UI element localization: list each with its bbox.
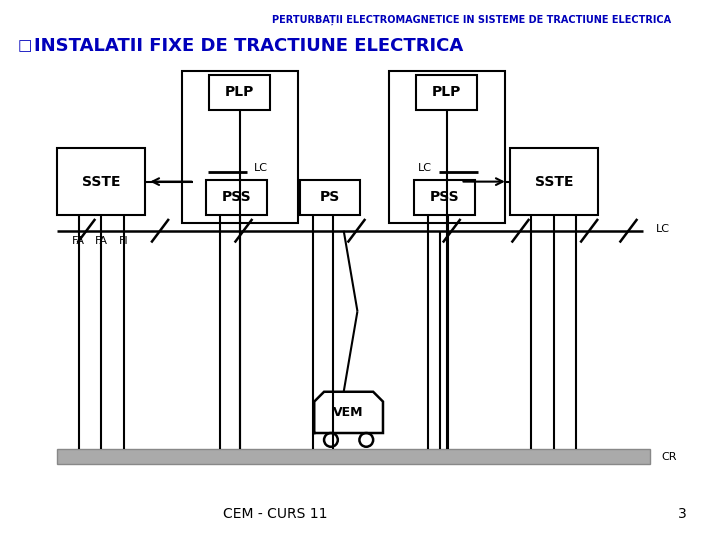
Text: SSTE: SSTE xyxy=(534,174,573,188)
Text: PSS: PSS xyxy=(222,190,251,204)
Text: SSTE: SSTE xyxy=(82,174,120,188)
Text: PERTURBAȚII ELECTROMAGNETICE IN SISTEME DE TRACTIUNE ELECTRICA: PERTURBAȚII ELECTROMAGNETICE IN SISTEME … xyxy=(271,15,671,25)
Text: CR: CR xyxy=(662,451,678,462)
Bar xyxy=(206,180,267,215)
Bar xyxy=(415,180,475,215)
Text: LC: LC xyxy=(254,163,269,173)
Text: FA: FA xyxy=(72,235,85,246)
Text: LC: LC xyxy=(418,163,432,173)
Text: 3: 3 xyxy=(678,507,687,521)
Text: CEM - CURS 11: CEM - CURS 11 xyxy=(222,507,327,521)
Bar xyxy=(210,75,270,110)
Bar xyxy=(181,71,297,223)
Text: PLP: PLP xyxy=(432,85,462,99)
Bar xyxy=(416,75,477,110)
Text: PLP: PLP xyxy=(225,85,254,99)
Bar xyxy=(300,180,361,215)
Text: FA: FA xyxy=(94,235,108,246)
Text: LC: LC xyxy=(656,224,670,234)
Bar xyxy=(510,148,598,215)
Text: FI: FI xyxy=(119,235,129,246)
Text: INSTALATII FIXE DE TRACTIUNE ELECTRICA: INSTALATII FIXE DE TRACTIUNE ELECTRICA xyxy=(35,37,464,55)
Bar xyxy=(57,449,650,464)
Text: □: □ xyxy=(18,38,32,53)
Text: PSS: PSS xyxy=(430,190,459,204)
Bar xyxy=(57,148,145,215)
Bar xyxy=(389,71,505,223)
Text: PS: PS xyxy=(320,190,340,204)
Text: VEM: VEM xyxy=(333,406,364,419)
